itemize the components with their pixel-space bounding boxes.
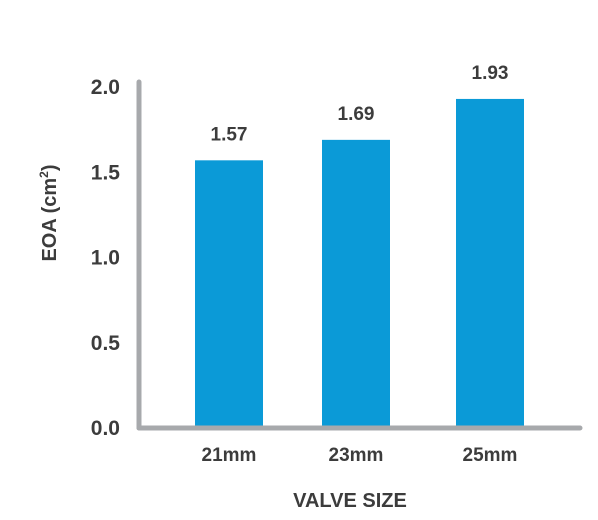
x-axis-categories: 21mm 23mm 25mm xyxy=(202,445,518,466)
y-tick-label: 0.0 xyxy=(91,417,120,440)
value-label: 1.69 xyxy=(338,104,375,125)
bar-23mm xyxy=(322,139,390,429)
y-axis-title: EOA (cm2) xyxy=(37,164,61,261)
bar-21mm xyxy=(195,160,263,428)
y-axis-title-main: EOA (cm xyxy=(39,178,61,262)
value-label: 1.57 xyxy=(211,124,248,145)
value-label: 1.93 xyxy=(472,63,509,84)
x-category-label: 21mm xyxy=(202,445,257,466)
y-tick-label: 2.0 xyxy=(91,76,120,99)
bars xyxy=(195,98,524,429)
bar-25mm xyxy=(456,98,524,428)
x-category-label: 25mm xyxy=(463,445,518,466)
y-axis-ticks: 0.0 0.5 1.0 1.5 2.0 xyxy=(91,76,121,440)
x-category-label: 23mm xyxy=(329,445,384,466)
y-tick-label: 0.5 xyxy=(91,332,121,355)
y-axis-title-suffix: ) xyxy=(39,164,61,171)
value-labels: 1.57 1.69 1.93 xyxy=(211,63,509,145)
x-axis-title: VALVE SIZE xyxy=(293,490,407,512)
y-tick-label: 1.5 xyxy=(91,161,121,184)
y-tick-label: 1.0 xyxy=(91,247,120,270)
y-axis-title-superscript: 2 xyxy=(37,171,51,178)
